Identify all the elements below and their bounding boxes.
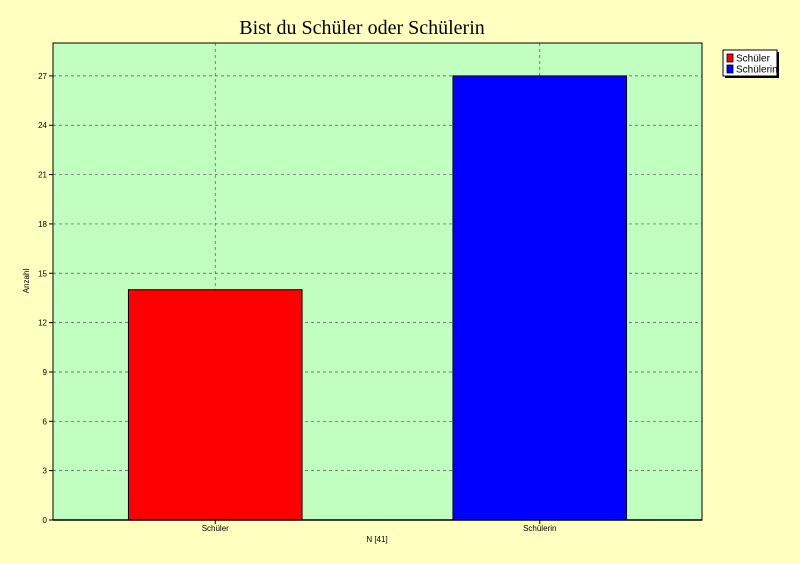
y-tick-label: 27 — [38, 72, 47, 81]
y-tick-label: 21 — [38, 171, 47, 180]
y-tick-label: 24 — [38, 121, 47, 130]
legend-swatch — [726, 53, 734, 63]
y-tick-label: 0 — [43, 516, 48, 525]
bar-2 — [452, 75, 628, 521]
bars — [127, 75, 628, 521]
legend-entry: Schüler — [736, 54, 771, 65]
y-tick-label: 18 — [38, 220, 47, 229]
y-tick-label: 15 — [38, 269, 47, 278]
x-category-label: Schülerin — [523, 524, 556, 533]
axes — [52, 42, 703, 521]
bar-1 — [127, 289, 303, 521]
y-axis-title: Anzahl — [22, 269, 31, 294]
legend-swatch — [726, 64, 734, 74]
y-tick-label: 3 — [43, 467, 48, 476]
legend-entry: Schülerin — [736, 65, 778, 76]
chart-title: Bist du Schüler oder Schülerin — [239, 17, 485, 39]
y-tick-label: 6 — [43, 417, 48, 426]
x-categories: Schüler Schülerin — [202, 520, 556, 533]
y-tick-label: 9 — [43, 368, 48, 377]
y-ticks: 0 3 6 9 12 15 18 21 24 27 — [38, 72, 53, 525]
x-category-label: Schüler — [202, 524, 229, 533]
y-tick-label: 12 — [38, 319, 47, 328]
x-axis-title: N [41] — [366, 535, 387, 544]
